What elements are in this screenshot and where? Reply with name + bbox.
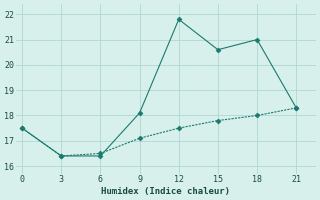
X-axis label: Humidex (Indice chaleur): Humidex (Indice chaleur)	[101, 187, 230, 196]
